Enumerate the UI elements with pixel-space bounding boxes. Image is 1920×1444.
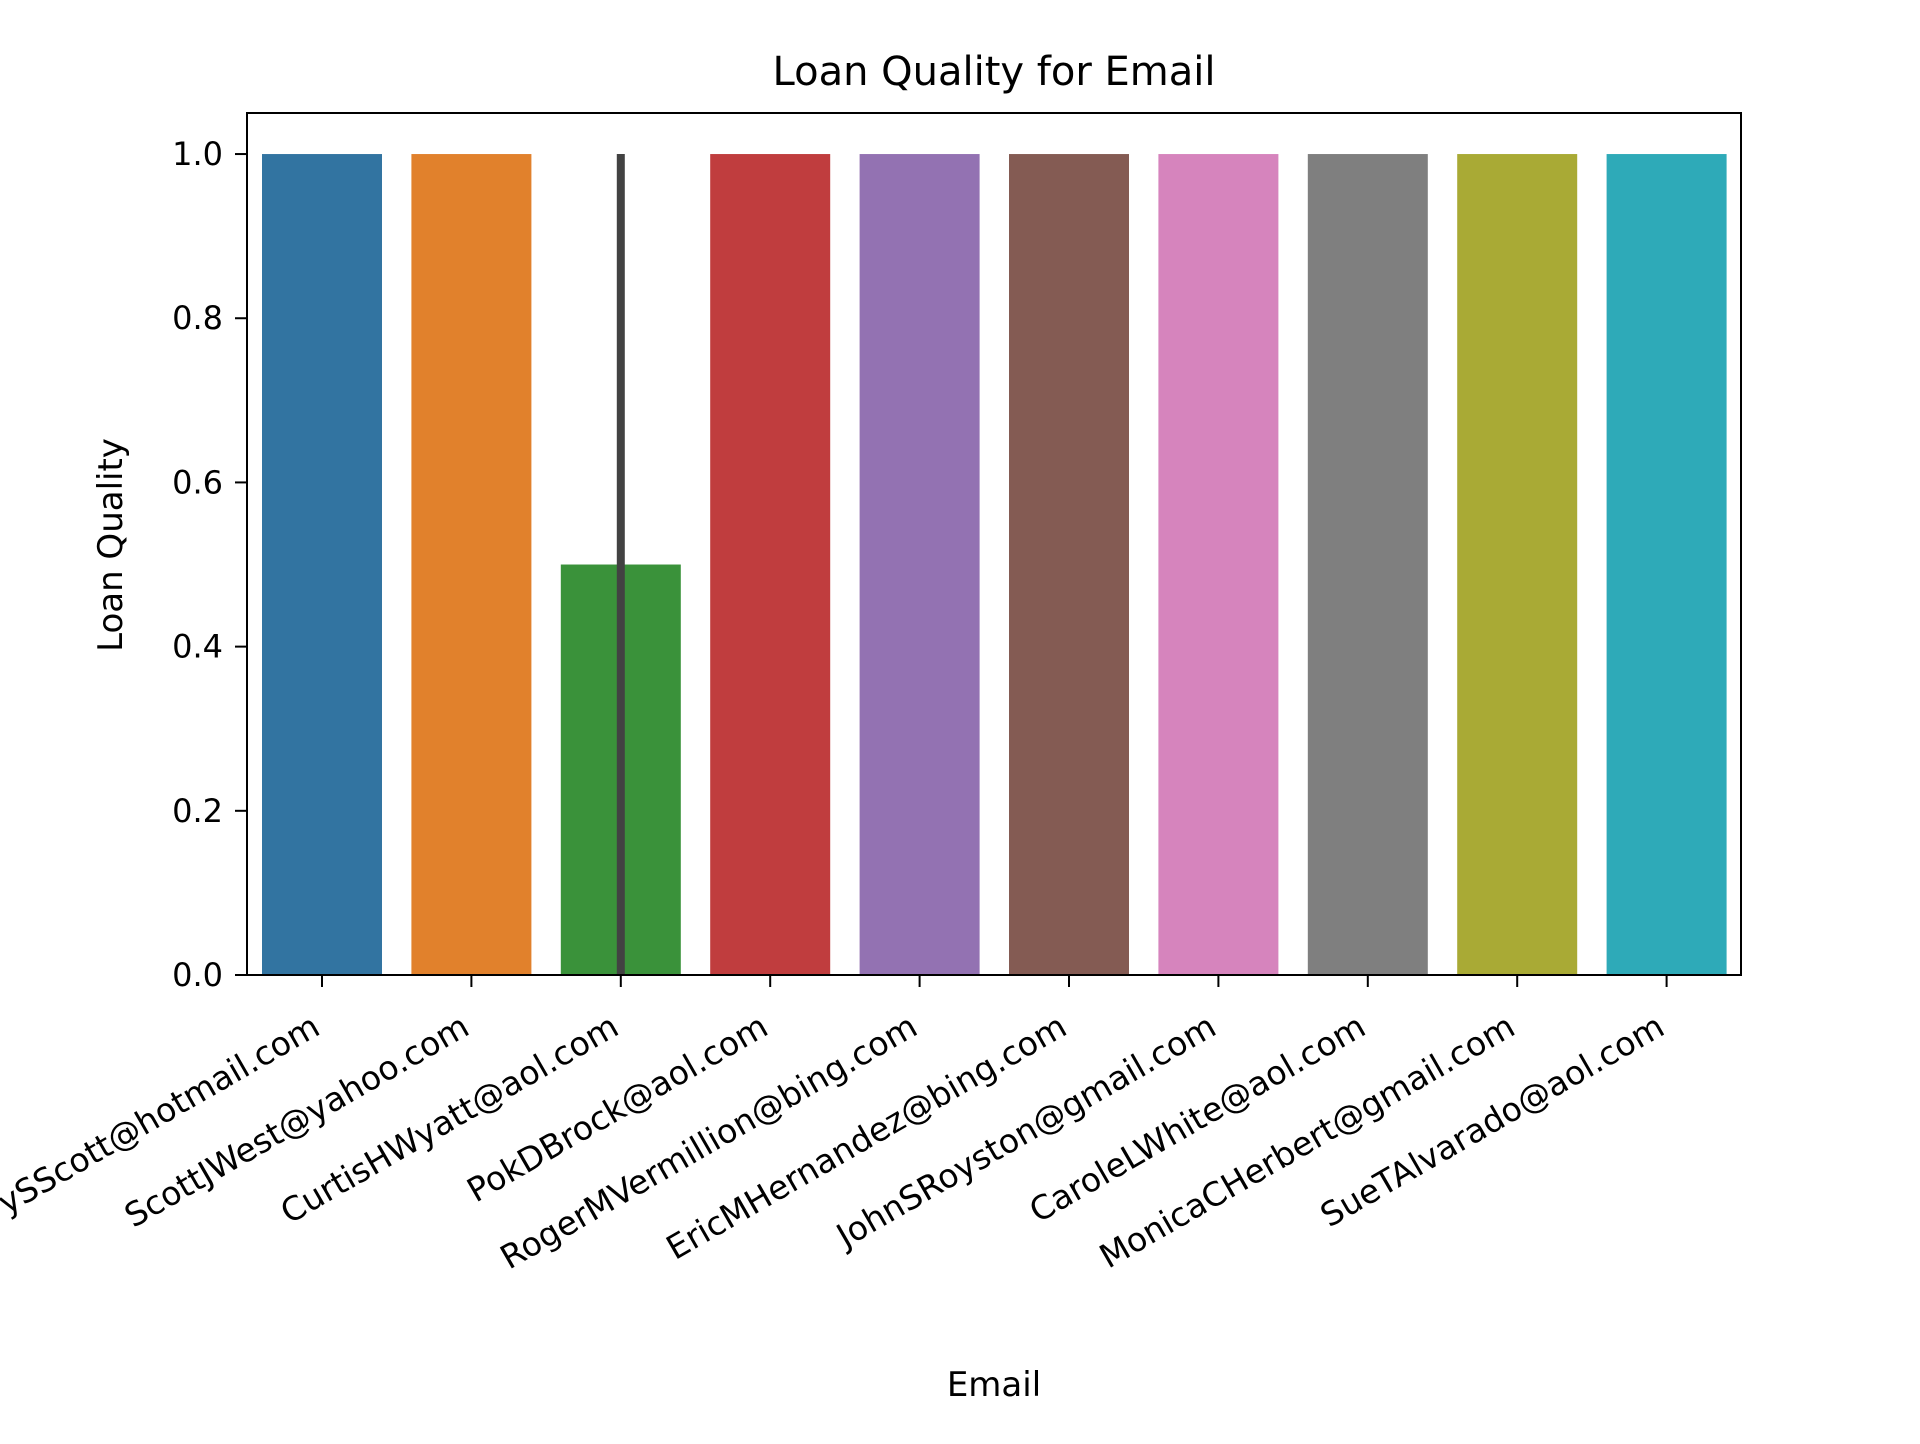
y-axis: 0.0 0.2 0.4 0.6 0.8 1.0 <box>172 135 247 994</box>
bar-8 <box>1307 154 1428 976</box>
bar-10 <box>1606 154 1727 976</box>
y-tick-label: 0.0 <box>172 956 223 994</box>
bars-group <box>262 154 1727 976</box>
x-axis-label: Email <box>947 1365 1041 1405</box>
chart-title: Loan Quality for Email <box>773 49 1216 95</box>
bar-5 <box>859 154 980 976</box>
plot-area-frame <box>246 112 1742 976</box>
bar-2 <box>411 154 532 976</box>
bar-1 <box>262 154 382 976</box>
y-tick-label: 0.2 <box>172 792 223 830</box>
bar-9 <box>1457 154 1578 976</box>
x-axis: ZacharySScott@hotmail.comScottJWest@yaho… <box>0 975 1671 1280</box>
y-tick-label: 0.6 <box>172 463 223 501</box>
bar-6 <box>1009 154 1129 976</box>
bar-7 <box>1158 154 1279 976</box>
y-tick-label: 0.8 <box>172 299 223 337</box>
bar-4 <box>710 154 831 976</box>
y-tick-label: 1.0 <box>172 135 223 173</box>
y-axis-label: Loan Quality <box>91 438 131 652</box>
y-tick-label: 0.4 <box>172 628 223 666</box>
